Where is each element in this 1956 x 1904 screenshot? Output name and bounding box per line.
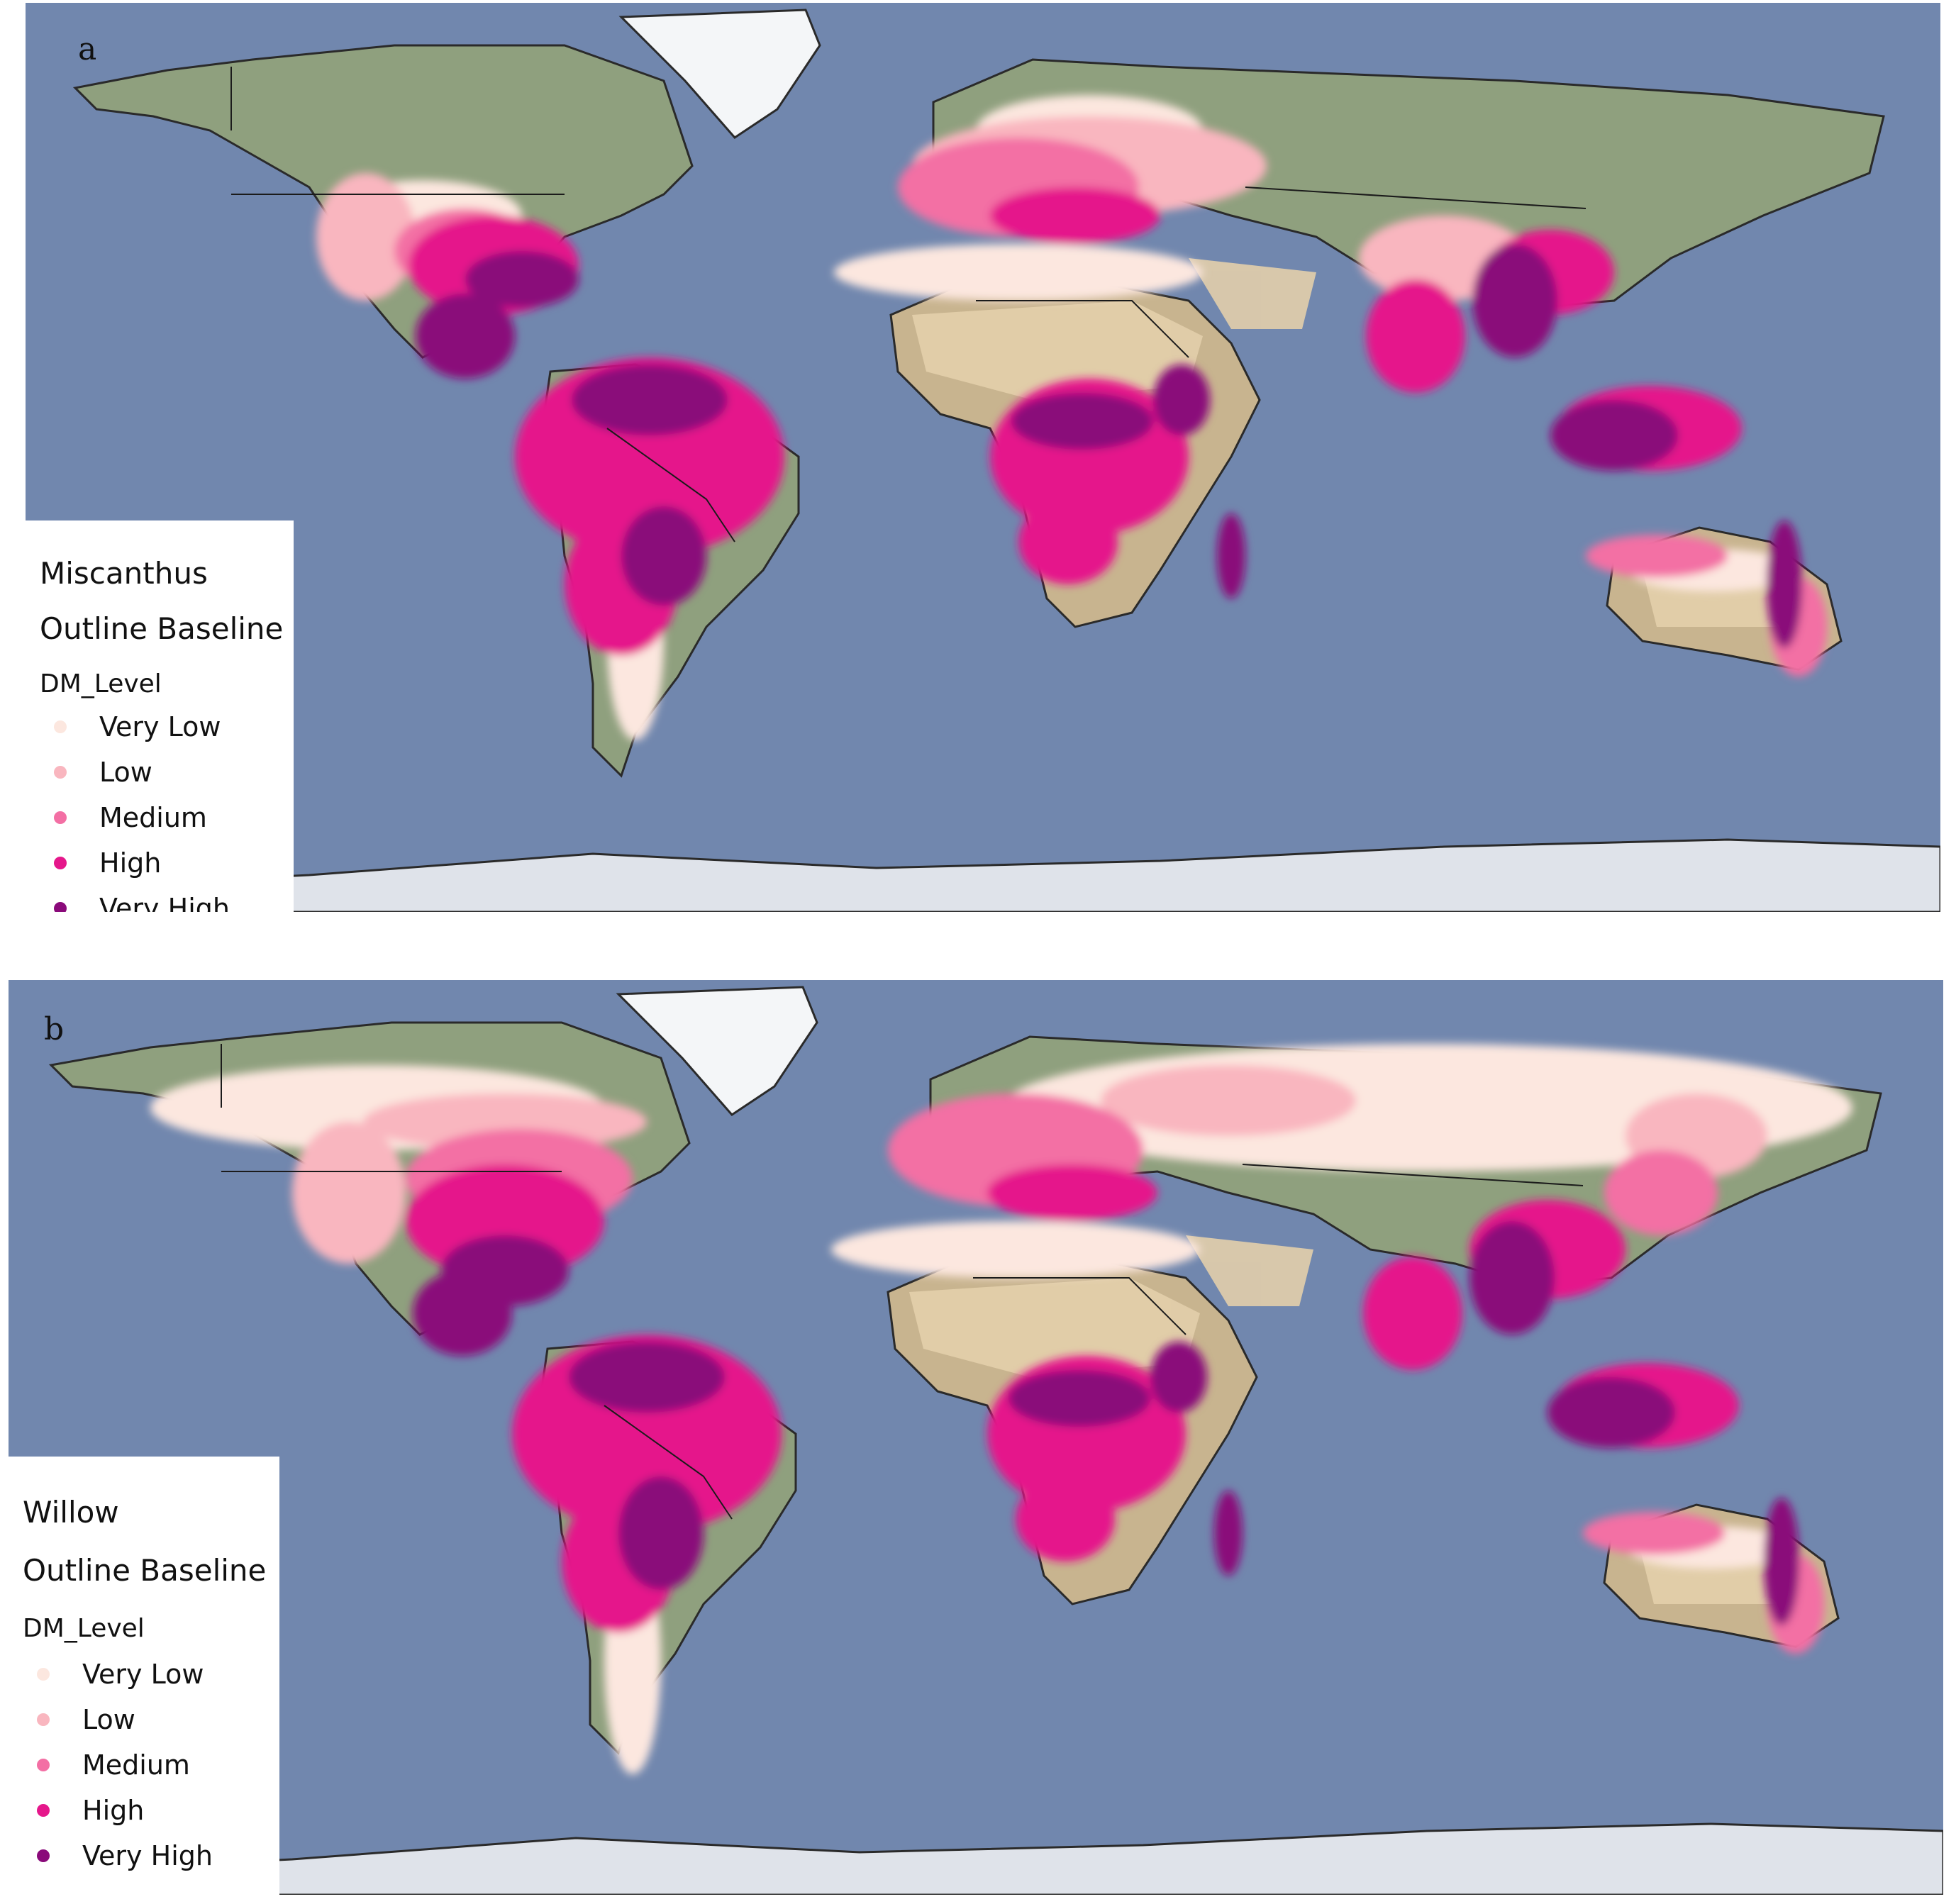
legend-item: Very Low (54, 711, 221, 743)
map-panel-b: b Willow Outline Baseline DM_Level Very … (9, 980, 1943, 1895)
legend-label: High (99, 847, 162, 879)
panel-letter: b (44, 1011, 65, 1047)
legend-label: Very High (82, 1840, 213, 1871)
greenland-land (618, 9, 821, 139)
world-map-b (9, 986, 1943, 1895)
legend-item: High (37, 1794, 144, 1827)
suitability-layer (316, 95, 1827, 740)
legend-item: Medium (54, 801, 207, 834)
legend-item: Low (54, 756, 152, 789)
legend-label: Very High (99, 893, 230, 912)
legend-item: Very Low (37, 1658, 204, 1691)
legend-item: Low (37, 1703, 135, 1736)
antarctica-land (9, 1822, 1943, 1895)
greenland-land (616, 986, 818, 1116)
legend-label: Low (99, 757, 152, 788)
legend-field-name: DM_Level (23, 1614, 145, 1643)
legend-swatch (37, 1804, 50, 1817)
legend-swatch (37, 1713, 50, 1726)
legend-subtitle: Outline Baseline (40, 611, 284, 646)
legend-label: High (82, 1795, 145, 1826)
legend-label: Very Low (99, 711, 221, 742)
legend-item: Medium (37, 1749, 190, 1781)
panel-letter: a (78, 31, 97, 67)
legend-swatch (54, 857, 67, 869)
legend-swatch (54, 811, 67, 824)
legend-swatch (37, 1759, 50, 1771)
legend-item: Very High (37, 1839, 213, 1872)
legend-label: Low (82, 1704, 135, 1735)
legend-label: Very Low (82, 1659, 204, 1690)
legend-swatch (37, 1668, 50, 1681)
country-borders (230, 67, 1587, 542)
legend-item: Very High (54, 892, 230, 912)
legend: Willow Outline Baseline DM_Level Very Lo… (9, 1457, 279, 1895)
legend-swatch (54, 720, 67, 733)
legend-subtitle: Outline Baseline (23, 1553, 267, 1588)
legend-label: Medium (99, 802, 207, 833)
map-panel-a: a Miscanthus Outline Baseline DM_Level V… (26, 3, 1940, 912)
legend-label: Medium (82, 1749, 190, 1781)
world-map-a (26, 9, 1940, 912)
legend-field-name: DM_Level (40, 669, 162, 698)
legend: Miscanthus Outline Baseline DM_Level Ver… (26, 520, 294, 912)
legend-title: Willow (23, 1495, 119, 1530)
country-borders (221, 1044, 1584, 1520)
legend-swatch (54, 902, 67, 912)
suitability-layer (150, 1044, 1852, 1774)
legend-swatch (54, 766, 67, 779)
legend-item: High (54, 847, 161, 879)
antarctica-land (26, 838, 1940, 912)
legend-title: Miscanthus (40, 556, 208, 591)
legend-swatch (37, 1849, 50, 1862)
